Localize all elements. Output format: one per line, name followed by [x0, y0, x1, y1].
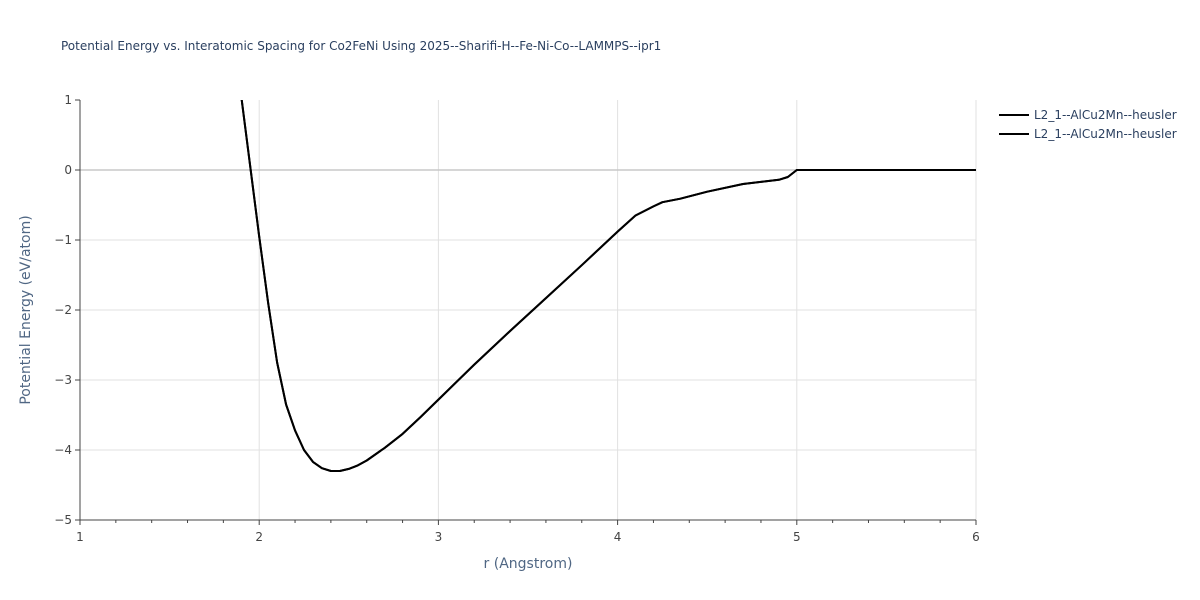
x-tick-label: 4: [614, 530, 622, 544]
x-tick-label: 2: [255, 530, 263, 544]
series-line-2: [240, 100, 976, 472]
x-tick-label: 3: [435, 530, 443, 544]
x-tick-label: 1: [76, 530, 84, 544]
legend-label: L2_1--AlCu2Mn--heusler: [1034, 108, 1177, 122]
y-tick-label: 1: [64, 93, 72, 107]
x-tick-label: 5: [793, 530, 801, 544]
grid: [80, 100, 977, 520]
y-tick-label: −1: [54, 233, 72, 247]
x-tick-label: 6: [972, 530, 980, 544]
y-tick-label: −3: [54, 373, 72, 387]
y-tick-label: 0: [64, 163, 72, 177]
legend-item-1[interactable]: L2_1--AlCu2Mn--heusler: [999, 108, 1177, 122]
y-axis-title: Potential Energy (eV/atom): [18, 215, 34, 404]
y-tick-label: −2: [54, 303, 72, 317]
series-line-1: [240, 100, 976, 472]
tick-labels: 1 2 3 4 5 6 1 0 −1 −2 −3 −4 −5: [54, 93, 980, 544]
legend[interactable]: L2_1--AlCu2Mn--heusler L2_1--AlCu2Mn--heu…: [999, 108, 1177, 141]
series-layer: [240, 100, 976, 472]
legend-label: L2_1--AlCu2Mn--heusler: [1034, 127, 1177, 141]
legend-item-2[interactable]: L2_1--AlCu2Mn--heusler: [999, 127, 1177, 141]
axes: [75, 99, 977, 525]
y-tick-label: −4: [54, 443, 72, 457]
y-tick-label: −5: [54, 513, 72, 527]
chart-title: Potential Energy vs. Interatomic Spacing…: [61, 39, 661, 53]
x-axis-title: r (Angstrom): [484, 556, 573, 572]
